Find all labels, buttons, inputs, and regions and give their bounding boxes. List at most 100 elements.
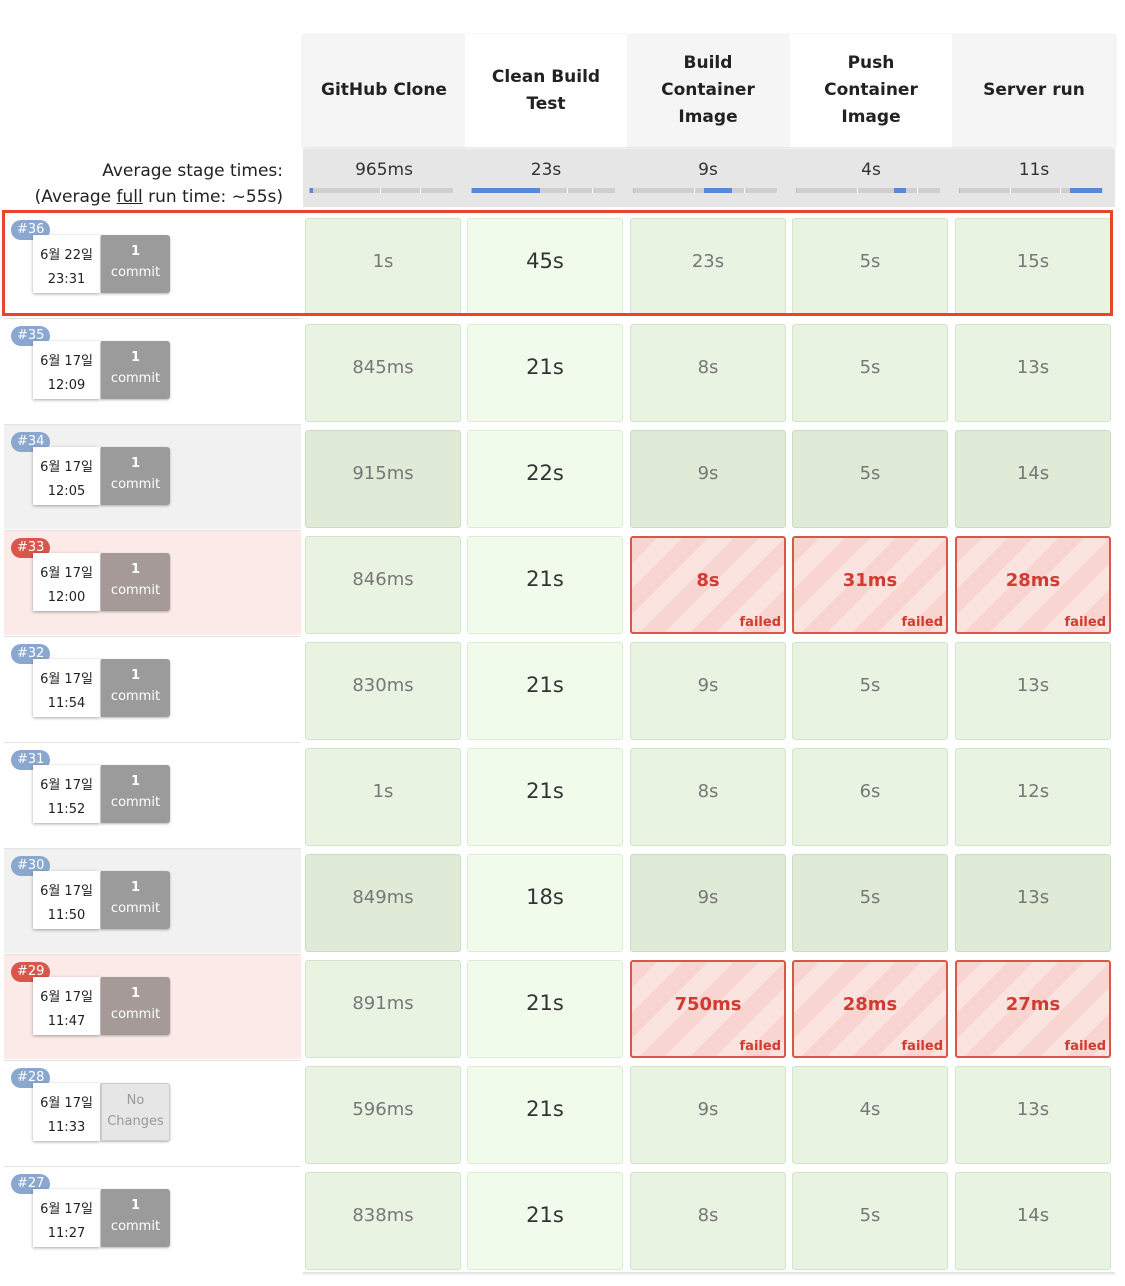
stage-duration: 23s [691, 251, 725, 272]
stage-cell[interactable]: 14s [955, 1172, 1111, 1270]
build-date-day: 6월 17일 [40, 460, 93, 475]
stage-cell[interactable]: 45s [467, 218, 623, 316]
avg-suffix: run time: ~55s) [142, 187, 283, 207]
stage-cell[interactable]: 9s [630, 642, 786, 740]
stage-cell[interactable]: 4s [792, 1066, 948, 1164]
stage-duration: 13s [1016, 887, 1050, 908]
stage-cell[interactable]: 5s [792, 430, 948, 528]
stage-cell[interactable]: 845ms [305, 324, 461, 422]
stage-duration: 6s [859, 781, 881, 802]
stage-cell[interactable]: 12s [955, 748, 1111, 846]
stage-cell[interactable]: 9s [630, 1066, 786, 1164]
stage-cell[interactable]: 21s [467, 324, 623, 422]
stage-server-run[interactable]: Server run [953, 34, 1115, 147]
stage-cell[interactable]: 8s failed [630, 536, 786, 634]
stage-github-clone[interactable]: GitHub Clone [303, 34, 465, 147]
failed-label: failed [739, 1039, 781, 1054]
stage-cell[interactable]: 21s [467, 748, 623, 846]
build-number-badge[interactable]: #30 [11, 856, 51, 876]
failed-label: failed [901, 615, 943, 630]
stage-clean-build-test[interactable]: Clean Build Test [465, 34, 627, 147]
stage-duration: 28ms [1005, 570, 1061, 591]
stage-cell[interactable]: 5s [792, 324, 948, 422]
stage-cell[interactable]: 8s [630, 748, 786, 846]
build-number-badge[interactable]: #28 [11, 1068, 51, 1088]
changes-button[interactable]: No Changes [101, 1083, 170, 1141]
stage-duration: 915ms [352, 463, 414, 484]
avg-cell: 23s [465, 149, 627, 207]
build-row: #34 6월 17일 12:05 1 commit 915ms 22s 9s 5s 14s [4, 424, 1115, 530]
stage-cell[interactable]: 838ms [305, 1172, 461, 1270]
changes-button[interactable]: 1 commit [101, 765, 170, 823]
build-info: #32 6월 17일 11:54 1 commit [4, 636, 301, 741]
stage-cell[interactable]: 21s [467, 1066, 623, 1164]
stage-cell[interactable]: 1s [305, 218, 461, 316]
stage-duration: 5s [859, 463, 881, 484]
build-info: #36 6월 22일 23:31 1 commit [4, 212, 301, 317]
stage-duration: 750ms [674, 994, 742, 1015]
stage-cell[interactable]: 13s [955, 1066, 1111, 1164]
avg-progress-bar [796, 188, 940, 193]
stage-cell[interactable]: 13s [955, 642, 1111, 740]
stage-cell[interactable]: 9s [630, 430, 786, 528]
build-info: #35 6월 17일 12:09 1 commit [4, 318, 301, 423]
stage-cell[interactable]: 5s [792, 1172, 948, 1270]
stage-cell[interactable]: 750ms failed [630, 960, 786, 1058]
stage-cell[interactable]: 596ms [305, 1066, 461, 1164]
changes-button[interactable]: 1 commit [101, 235, 170, 293]
stage-cell[interactable]: 846ms [305, 536, 461, 634]
stage-cell[interactable]: 22s [467, 430, 623, 528]
changes-button[interactable]: 1 commit [101, 341, 170, 399]
stage-cell[interactable]: 13s [955, 324, 1111, 422]
stage-cell[interactable]: 915ms [305, 430, 461, 528]
build-date-time: 12:09 [47, 378, 86, 393]
stage-cell[interactable]: 891ms [305, 960, 461, 1058]
stage-cell[interactable]: 5s [792, 218, 948, 316]
stage-cell[interactable]: 15s [955, 218, 1111, 316]
changes-button[interactable]: 1 commit [101, 659, 170, 717]
changes-button[interactable]: 1 commit [101, 1189, 170, 1247]
stage-cell[interactable]: 23s [630, 218, 786, 316]
avg-cell: 11s [953, 149, 1115, 207]
stage-build-container-image[interactable]: Build Container Image [627, 34, 789, 147]
avg-time: 23s [530, 160, 562, 180]
build-date-day: 6월 22일 [40, 248, 93, 263]
stage-cell[interactable]: 18s [467, 854, 623, 952]
stage-cell[interactable]: 9s [630, 854, 786, 952]
changes-button[interactable]: 1 commit [101, 977, 170, 1035]
stage-cell[interactable]: 1s [305, 748, 461, 846]
stage-cell[interactable]: 21s [467, 642, 623, 740]
stage-cell[interactable]: 21s [467, 960, 623, 1058]
stage-cell[interactable]: 6s [792, 748, 948, 846]
stage-cell[interactable]: 27ms failed [955, 960, 1111, 1058]
changes-button[interactable]: 1 commit [101, 553, 170, 611]
stage-cell[interactable]: 8s [630, 324, 786, 422]
stage-cell[interactable]: 28ms failed [792, 960, 948, 1058]
stage-label: Build Container Image [661, 53, 755, 127]
full-link[interactable]: full [116, 187, 143, 207]
stage-cell[interactable]: 21s [467, 1172, 623, 1270]
commit-count: 1 [130, 986, 141, 1001]
stage-cell[interactable]: 5s [792, 854, 948, 952]
stage-cell[interactable]: 13s [955, 854, 1111, 952]
stage-duration: 12s [1016, 781, 1050, 802]
commit-count: 1 [130, 456, 141, 471]
build-date-time: 11:33 [47, 1120, 86, 1135]
build-date-time: 11:47 [47, 1014, 86, 1029]
stage-cell[interactable]: 14s [955, 430, 1111, 528]
stage-cell[interactable]: 21s [467, 536, 623, 634]
stage-duration: 1s [372, 251, 394, 272]
stage-cell[interactable]: 849ms [305, 854, 461, 952]
changes-button[interactable]: 1 commit [101, 447, 170, 505]
changes-button[interactable]: 1 commit [101, 871, 170, 929]
stage-duration: 8s [697, 1205, 719, 1226]
commit-count: 1 [130, 562, 141, 577]
stage-cell[interactable]: 830ms [305, 642, 461, 740]
stage-push-container-image[interactable]: Push Container Image [790, 34, 952, 147]
stage-cell[interactable]: 28ms failed [955, 536, 1111, 634]
stage-cell[interactable]: 5s [792, 642, 948, 740]
build-row: #31 6월 17일 11:52 1 commit 1s 21s 8s 6s 12s [4, 742, 1115, 848]
commit-count: 1 [130, 668, 141, 683]
stage-cell[interactable]: 31ms failed [792, 536, 948, 634]
stage-cell[interactable]: 8s [630, 1172, 786, 1270]
